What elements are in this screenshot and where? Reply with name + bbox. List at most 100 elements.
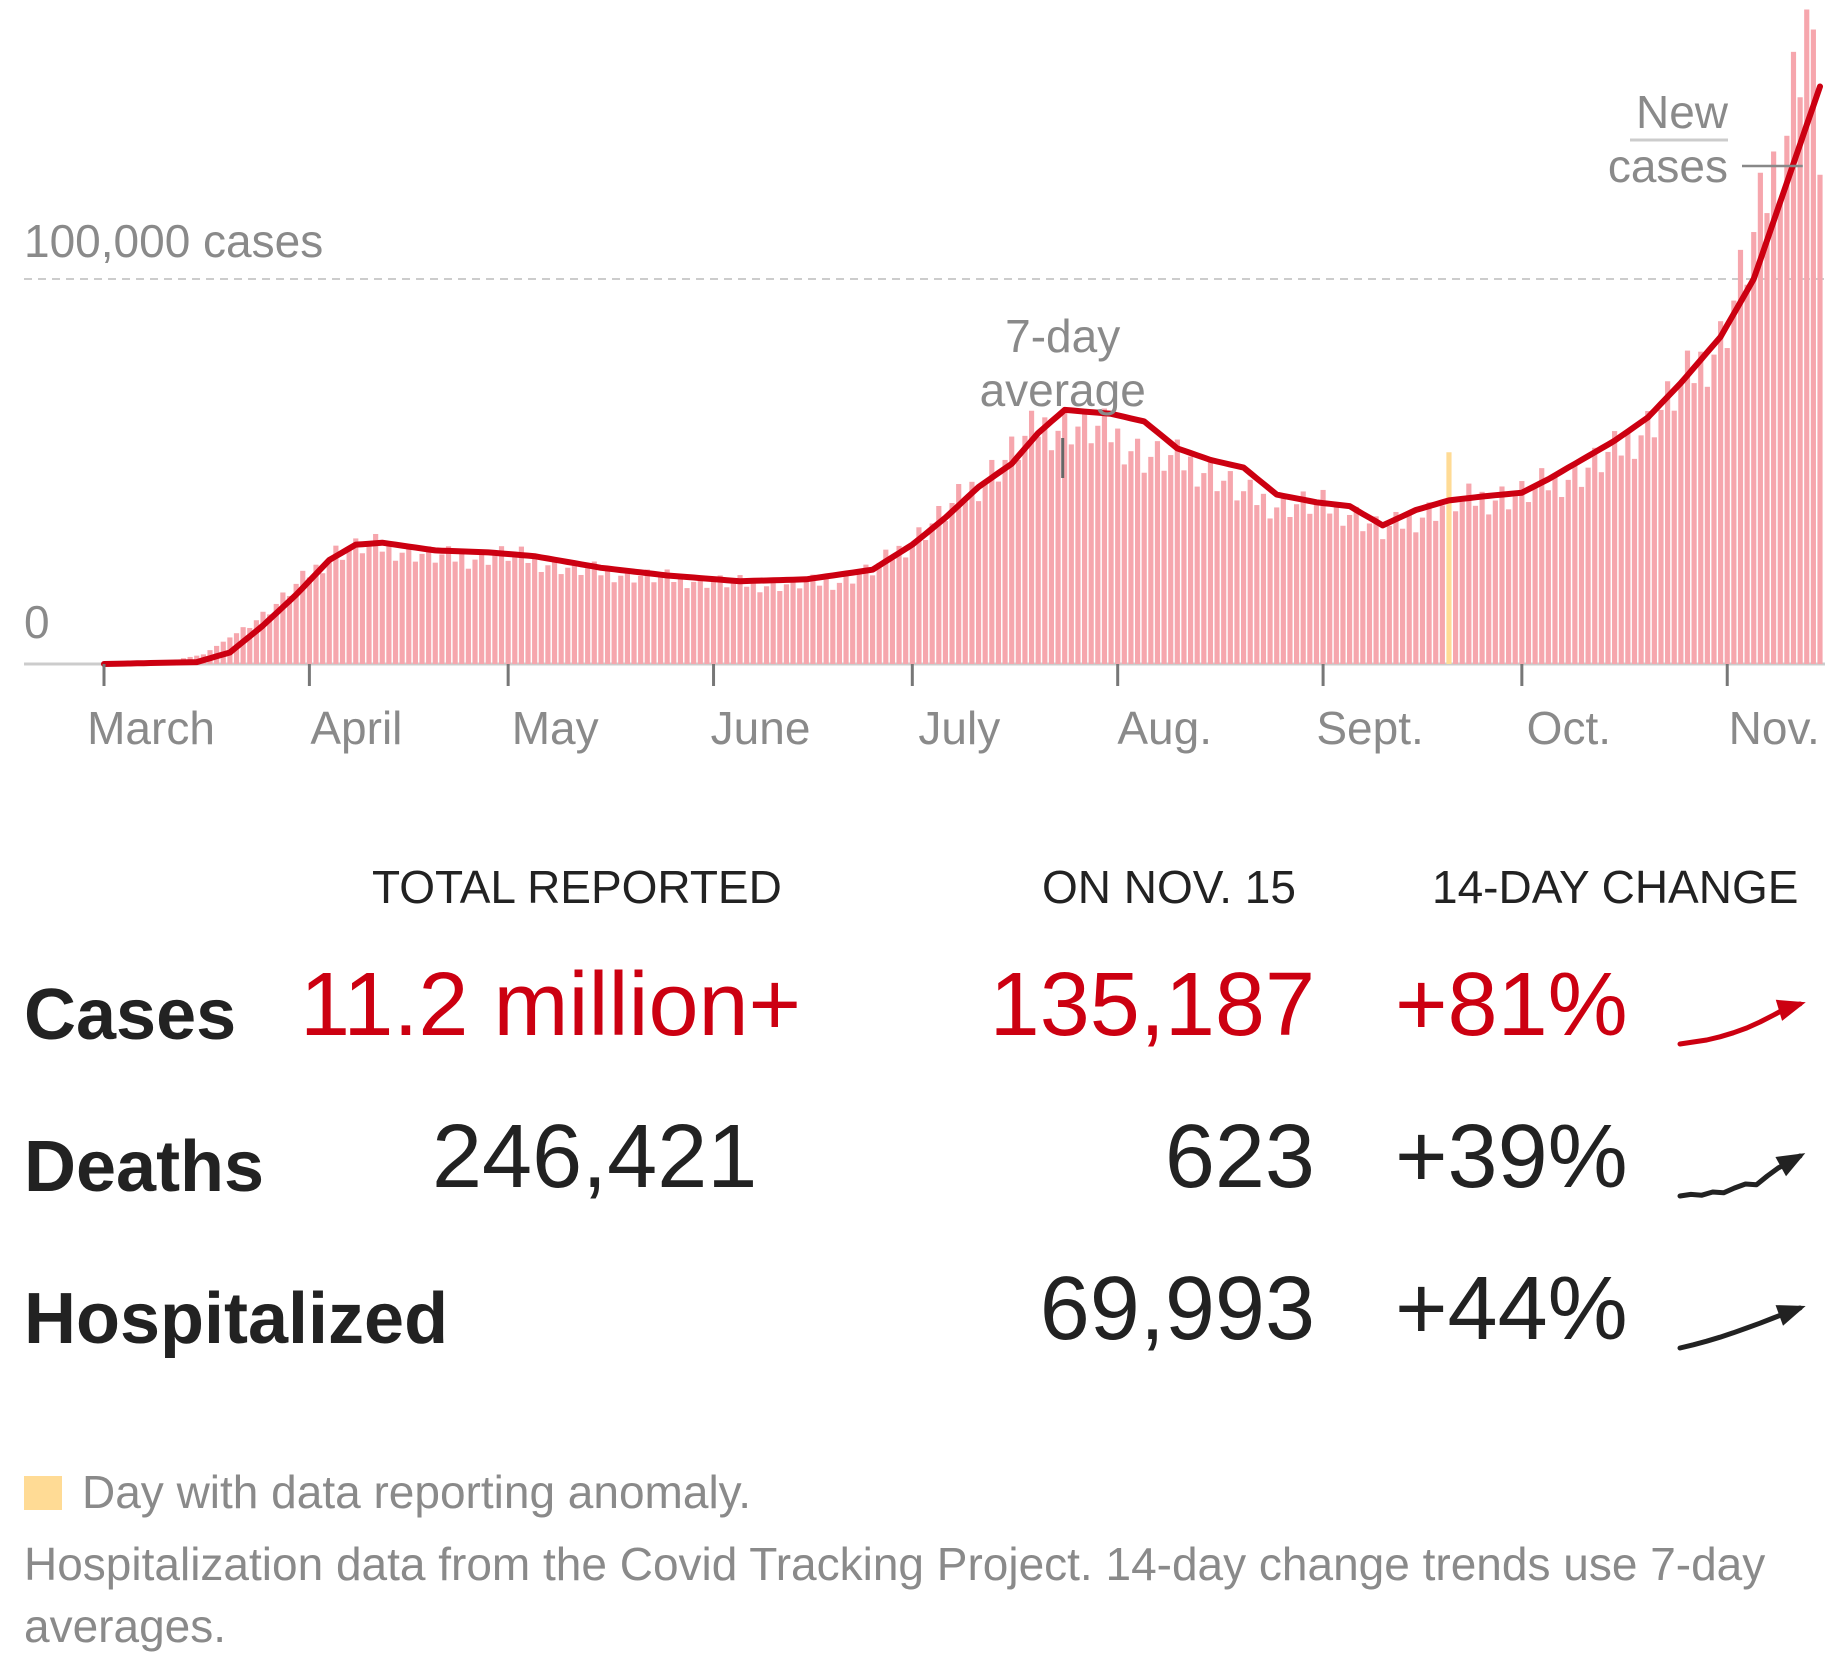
case-bar (989, 459, 995, 664)
x-axis: March April May June July Aug. Sept. Oct. Nov. (87, 664, 1820, 754)
case-bar (644, 569, 650, 664)
case-bar (1373, 516, 1379, 664)
case-bar (1585, 467, 1591, 664)
case-bar (551, 558, 558, 664)
case-bar (1645, 410, 1651, 664)
case-bar (995, 481, 1002, 664)
case-bar (1545, 490, 1551, 664)
case-bar (392, 560, 399, 664)
case-bar (697, 575, 703, 664)
y-label-100000: 100,000 cases (24, 215, 323, 267)
case-bar (624, 569, 630, 664)
deaths-daily-value: 623 (1164, 1107, 1315, 1207)
case-bar (1678, 381, 1684, 664)
case-bar (863, 564, 869, 664)
case-bar (744, 586, 750, 664)
case-bar (883, 549, 889, 664)
case-bar (1764, 213, 1770, 664)
case-bar (247, 627, 253, 664)
x-tick-label: Nov. (1729, 702, 1820, 754)
case-bar (1658, 409, 1664, 664)
case-bar (445, 546, 452, 664)
case-bar (1671, 410, 1677, 664)
case-bar (1280, 494, 1286, 664)
case-bar (1698, 351, 1704, 664)
case-bar (1506, 509, 1512, 664)
case-bar (1075, 426, 1081, 664)
case-bar (300, 570, 306, 664)
case-bar (737, 575, 743, 664)
case-bar (1433, 520, 1439, 664)
case-bar (339, 559, 346, 664)
trend-arrowhead (1775, 999, 1806, 1021)
case-bar (1247, 479, 1253, 664)
anomaly-legend: Day with data reporting anomaly. (24, 1465, 1814, 1519)
header-14-day-change: 14-DAY CHANGE (1432, 861, 1799, 913)
case-bar (426, 546, 432, 664)
case-bar (1731, 300, 1737, 664)
case-bar (750, 580, 756, 664)
anomaly-swatch (24, 1476, 62, 1510)
case-bar (359, 553, 365, 664)
case-bar (664, 569, 670, 664)
case-bar (1194, 486, 1200, 664)
deaths-trend-sparkline (1677, 1153, 1806, 1199)
cases-daily-value: 135,187 (989, 955, 1315, 1055)
case-bar (730, 581, 737, 664)
case-bar (1453, 511, 1459, 664)
header-total-reported: TOTAL REPORTED (372, 861, 782, 913)
row-label-cases: Cases (24, 975, 237, 1055)
case-bar (1320, 489, 1326, 664)
case-bar (1612, 431, 1618, 664)
case-bar (240, 627, 246, 664)
case-bar (1022, 435, 1028, 664)
case-bar (1187, 456, 1194, 664)
case-bar (1605, 451, 1611, 664)
case-bar (677, 575, 684, 664)
case-bar (1101, 408, 1108, 664)
annotation-7-day-average: average (980, 364, 1146, 416)
case-bar (962, 501, 968, 664)
case-bar (1380, 539, 1386, 664)
case-bar (1684, 350, 1691, 664)
trend-arrowhead (1775, 1153, 1806, 1177)
case-bar (1128, 451, 1134, 664)
case-bar (1777, 199, 1783, 664)
case-bar (1539, 468, 1545, 664)
case-bar (710, 581, 717, 664)
case-bar (1492, 500, 1498, 664)
case-bar (1254, 505, 1260, 664)
case-bar (1704, 386, 1710, 664)
case-bar (1002, 459, 1008, 664)
case-bar (717, 575, 723, 664)
case-bar (1532, 485, 1538, 664)
case-bar (1552, 473, 1558, 664)
case-bar (492, 555, 498, 664)
case-bar (1134, 438, 1141, 664)
case-bar (1638, 435, 1644, 664)
case-bar (1115, 428, 1121, 664)
case-bar (1260, 493, 1267, 664)
case-bar (942, 521, 949, 664)
case-bar (1287, 517, 1293, 664)
case-bar (591, 561, 597, 664)
case-bar (472, 559, 478, 664)
annotation-7-day-average: 7-day (1005, 310, 1120, 362)
case-bar (1618, 455, 1624, 664)
case-bar (1042, 417, 1048, 664)
case-bar (1095, 425, 1101, 664)
case-bar (763, 586, 770, 664)
case-bar (1472, 505, 1479, 664)
seven-day-average (101, 83, 1823, 667)
case-bar (836, 582, 843, 664)
case-bar (1486, 514, 1492, 664)
case-bar (1810, 29, 1816, 664)
case-bar (1598, 472, 1604, 664)
header-on-date: ON NOV. 15 (1042, 861, 1296, 913)
case-bar (790, 577, 796, 664)
case-bar (618, 575, 624, 664)
anomaly-bar (1446, 452, 1452, 664)
case-bar (657, 575, 664, 664)
annotation-new-cases: cases (1608, 140, 1728, 192)
